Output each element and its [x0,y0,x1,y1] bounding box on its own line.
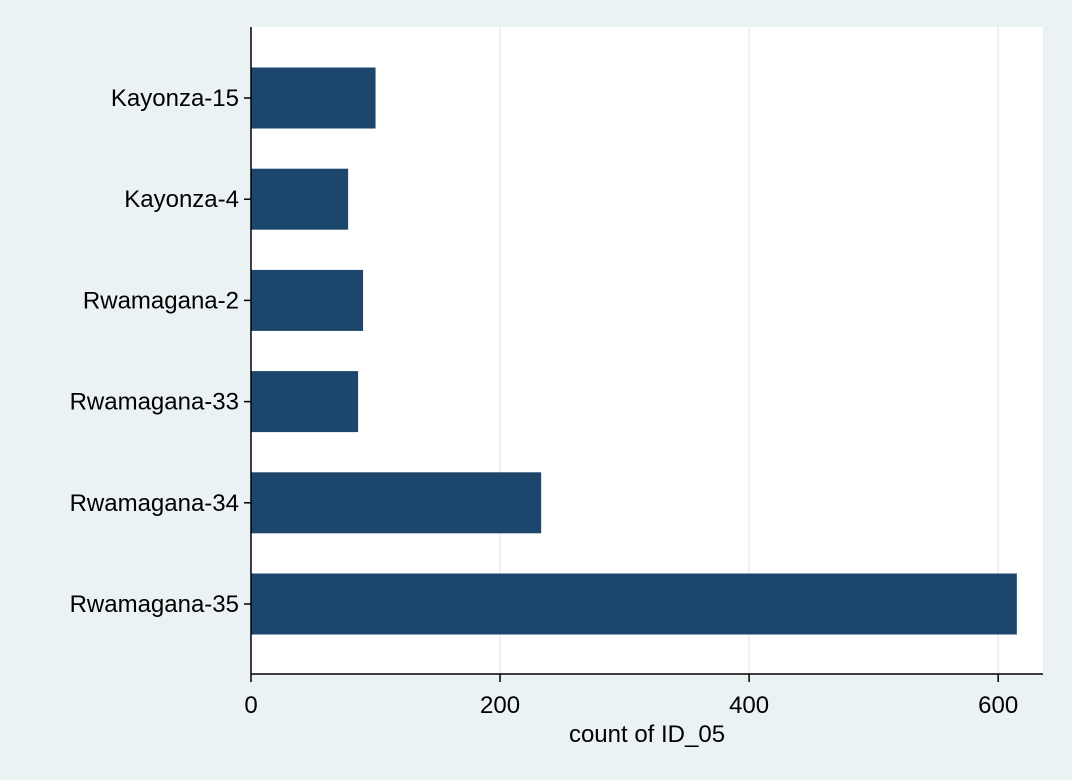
bar-rwamagana-35 [251,573,1017,635]
gridlines [499,27,1000,674]
bar-kayonza-15 [251,67,376,129]
x-tick-label: 0 [244,692,257,719]
plot-area [251,27,1043,674]
bar-rwamagana-33 [251,371,359,433]
x-axis-ticks: 0 200 400 600 [244,674,1018,719]
x-axis-title: count of ID_05 [569,721,725,748]
category-label: Rwamagana-2 [83,287,239,314]
x-tick-label: 200 [480,692,520,719]
category-label: Rwamagana-33 [70,389,239,416]
category-label: Kayonza-4 [124,186,239,213]
category-label: Rwamagana-34 [70,490,239,517]
bar-rwamagana-34 [251,472,542,534]
bar-rwamagana-2 [251,269,364,331]
category-label: Kayonza-15 [111,85,239,112]
bar-kayonza-4 [251,168,349,230]
x-tick-label: 400 [729,692,769,719]
x-tick-label: 600 [978,692,1018,719]
category-labels: Kayonza-15 Kayonza-4 Rwamagana-2 Rwamagana-… [70,85,251,618]
bars [251,67,1017,635]
category-label: Rwamagana-35 [70,591,239,618]
